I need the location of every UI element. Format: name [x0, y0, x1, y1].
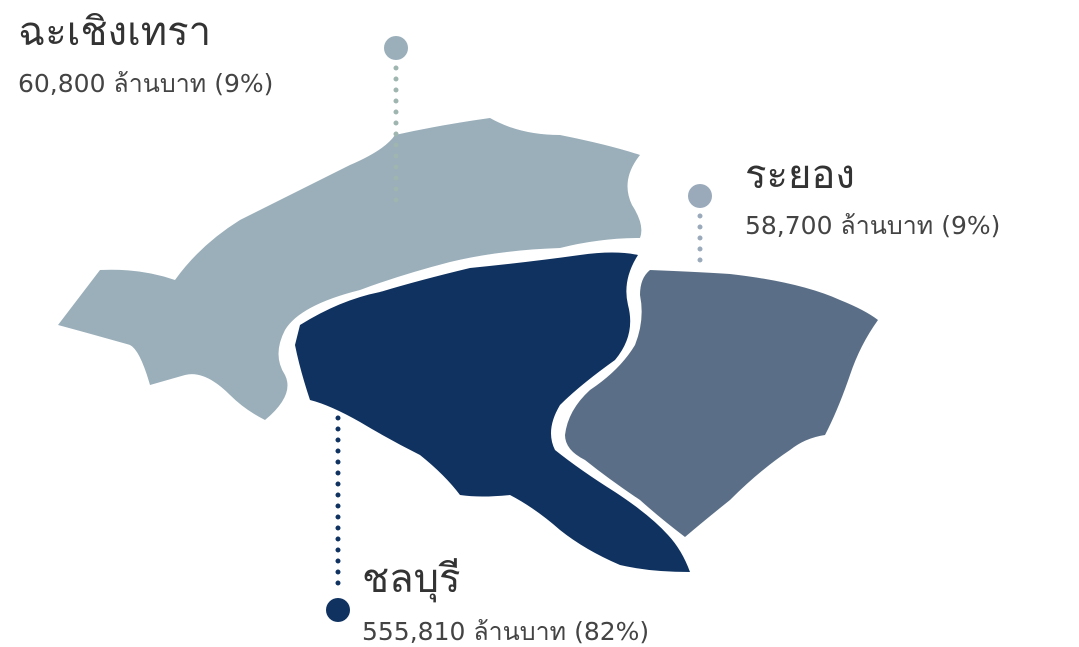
region-value: 58,700 ล้านบาท (9%)	[745, 211, 1000, 240]
region-value: 555,810 ล้านบาท (82%)	[362, 617, 649, 646]
region-rayong	[565, 270, 878, 537]
region-name: ชลบุรี	[362, 556, 461, 603]
region-chonburi	[295, 252, 690, 572]
marker	[688, 184, 712, 208]
region-chachoengsao	[58, 118, 642, 420]
region-name: ระยอง	[745, 152, 855, 198]
marker	[326, 598, 350, 622]
region-name: ฉะเชิงเทรา	[18, 9, 211, 55]
marker	[384, 36, 408, 60]
region-value: 60,800 ล้านบาท (9%)	[18, 69, 273, 98]
